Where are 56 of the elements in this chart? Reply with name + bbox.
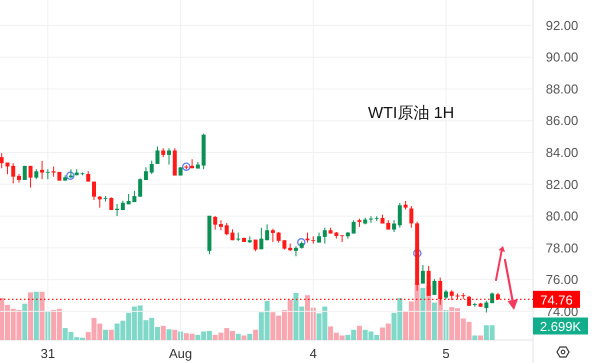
- bar: [160, 326, 166, 340]
- candlestick: [34, 168, 38, 180]
- candlestick: [305, 232, 310, 244]
- x-tick-label: Aug: [168, 346, 192, 361]
- y-tick-label: 90.00: [546, 50, 578, 65]
- bar: [108, 330, 114, 340]
- text: WTI原油 1H: [368, 104, 454, 122]
- candlestick: [322, 227, 327, 244]
- y-tick-label: 78.00: [546, 240, 578, 256]
- bar: [103, 330, 108, 340]
- y-tick-label: 92.00: [546, 18, 578, 33]
- candlestick: [167, 148, 172, 166]
- bar: [22, 304, 28, 340]
- ref-line-label: 74.76: [540, 292, 573, 308]
- bar: [420, 288, 426, 340]
- candlestick: [109, 196, 114, 211]
- candlestick: [432, 278, 436, 296]
- candlestick: [92, 181, 96, 201]
- bar: [478, 335, 484, 340]
- candlestick: [98, 196, 102, 208]
- y-tick-label: 82.00: [546, 176, 578, 192]
- bar: [172, 330, 178, 340]
- candlestick: [444, 289, 448, 300]
- candlestick: [213, 216, 218, 230]
- bar: [40, 292, 45, 340]
- bar: [356, 326, 362, 340]
- y-tick-label: 86.00: [546, 113, 578, 128]
- text: 2.699K: [540, 319, 582, 334]
- y-tick-label: 76.00: [546, 272, 578, 288]
- candlestick: [420, 264, 425, 284]
- bar: [236, 334, 241, 340]
- bar: [242, 335, 247, 340]
- candlestick: [409, 206, 414, 228]
- y-tick-label: 88.00: [546, 81, 578, 96]
- bar: [166, 329, 172, 340]
- candlestick: [392, 220, 396, 232]
- x-tick-label: 31: [40, 346, 56, 361]
- bar: [253, 330, 258, 340]
- bar: [472, 335, 478, 340]
- candlestick: [28, 165, 33, 188]
- candlestick: [236, 232, 240, 242]
- bar: [432, 302, 437, 340]
- x-tick-label: 5: [442, 346, 450, 361]
- bar: [28, 292, 34, 340]
- candlestick: [40, 160, 44, 180]
- bar: [34, 292, 39, 340]
- bar: [247, 334, 252, 340]
- candlestick: [254, 239, 258, 252]
- candlestick: [0, 152, 4, 169]
- y-tick-label: 80.00: [546, 208, 578, 224]
- x-tick-label: 4: [310, 346, 317, 361]
- candlestick: [450, 290, 454, 301]
- candlestick: [294, 246, 298, 257]
- candlestick: [398, 202, 402, 228]
- y-tick-label: 84.00: [546, 145, 578, 160]
- candlestick: [155, 146, 160, 164]
